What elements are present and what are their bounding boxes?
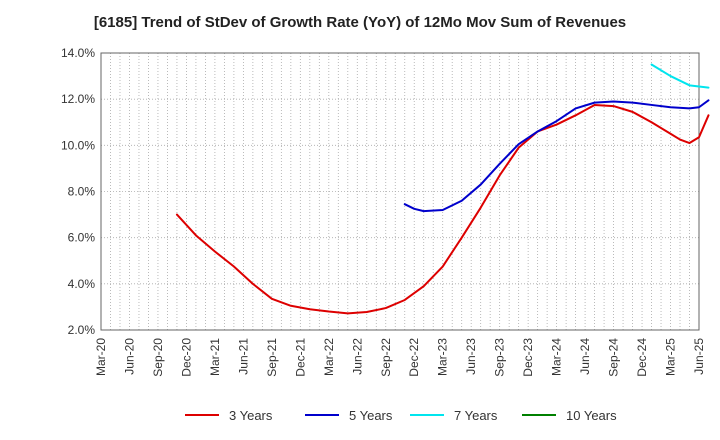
x-tick-label: Dec-23 [521,338,535,377]
y-tick-label: 10.0% [61,138,95,152]
x-tick-label: Sep-21 [265,338,279,377]
y-tick-label: 4.0% [68,277,96,291]
y-tick-label: 8.0% [68,185,96,199]
y-tick-label: 2.0% [68,323,96,337]
legend-swatch [410,414,444,416]
legend: 3 Years 5 Years 7 Years 10 Years [0,404,720,426]
x-tick-label: Sep-24 [607,338,621,377]
legend-swatch [185,414,219,416]
x-tick-label: Dec-22 [407,338,421,377]
x-tick-label: Sep-22 [379,338,393,377]
x-tick-label: Jun-24 [578,338,592,375]
series-line-5-years [403,99,710,213]
x-tick-label: Mar-25 [664,338,678,376]
series-line-7-years [650,63,710,89]
legend-label: 10 Years [566,407,617,423]
legend-label: 3 Years [229,407,273,423]
x-tick-label: Sep-23 [493,338,507,377]
x-tick-label: Mar-22 [322,338,336,376]
x-tick-label: Dec-21 [293,338,307,377]
series-line-3-years [175,103,710,315]
legend-item: 10 Years [522,404,617,426]
x-tick-label: Jun-25 [692,338,706,375]
legend-label: 5 Years [349,407,393,423]
legend-swatch [522,414,556,416]
x-tick-label: Mar-20 [94,338,108,376]
x-tick-label: Sep-20 [151,338,165,377]
y-tick-label: 14.0% [61,46,95,60]
legend-item: 7 Years [410,404,497,426]
x-tick-label: Jun-23 [464,338,478,375]
legend-item: 3 Years [185,404,272,426]
x-tick-label: Jun-22 [350,338,364,375]
chart-title: [6185] Trend of StDev of Growth Rate (Yo… [93,14,627,31]
legend-swatch [305,414,339,416]
x-tick-label: Mar-24 [550,338,564,376]
axis-frame [100,52,700,331]
x-tick-label: Mar-23 [436,338,450,376]
plot-background [101,53,699,330]
legend-label: 7 Years [454,407,498,423]
y-tick-label: 6.0% [68,231,96,245]
x-tick-label: Jun-20 [122,338,136,375]
y-tick-label: 12.0% [61,92,95,106]
x-tick-label: Dec-20 [179,338,193,377]
x-tick-label: Dec-24 [635,338,649,377]
x-tick-label: Mar-21 [208,338,222,376]
legend-item: 5 Years [305,404,392,426]
x-tick-label: Jun-21 [236,338,250,375]
